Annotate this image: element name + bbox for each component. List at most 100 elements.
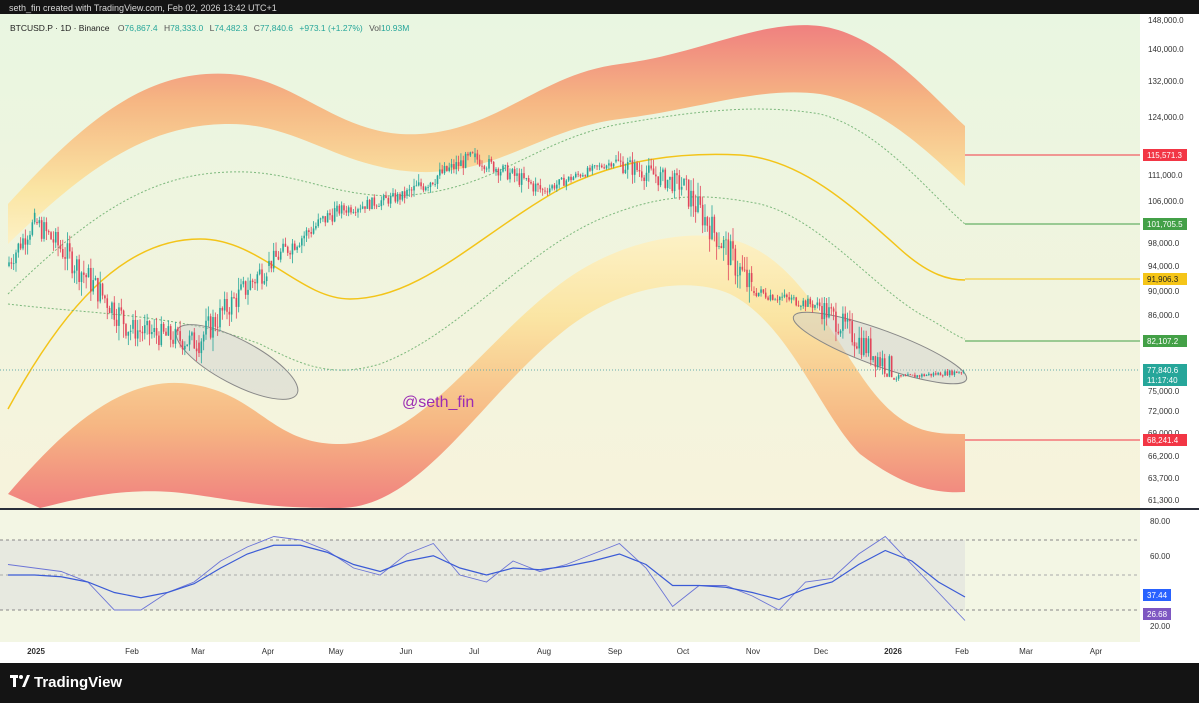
candle-body <box>286 246 289 253</box>
candle-body <box>336 205 338 212</box>
candle-body <box>10 262 13 264</box>
candle-body <box>429 182 432 188</box>
candle-body <box>560 177 563 180</box>
candle-body <box>315 226 317 229</box>
candle-body <box>198 342 200 354</box>
candle-body <box>221 307 224 311</box>
candle-body <box>596 165 598 167</box>
candle-body <box>265 276 268 282</box>
candle-body <box>254 281 256 284</box>
candle-body <box>90 267 92 292</box>
candle-body <box>195 348 198 352</box>
time-tick-label: Mar <box>191 647 205 656</box>
rsi-ma-line <box>8 544 966 601</box>
time-tick-label: May <box>328 647 343 656</box>
candle-body <box>720 246 723 249</box>
candle-body <box>960 372 963 374</box>
candle-body <box>36 222 38 224</box>
candle-body <box>73 270 76 274</box>
candle-body <box>605 165 608 169</box>
candle-body <box>914 374 916 378</box>
candle-body <box>746 269 748 288</box>
price-label-box <box>1143 273 1187 285</box>
candle-body <box>935 373 937 375</box>
chart-credit-text: seth_fin created with TradingView.com, F… <box>9 3 277 13</box>
candle-body <box>331 215 334 222</box>
candle-body <box>406 189 408 196</box>
candle-body <box>764 292 767 298</box>
candle-body <box>12 263 15 265</box>
candle-body <box>916 375 919 378</box>
candle-body <box>40 220 43 239</box>
chart-svg[interactable]: BTCUSD.P · 1D · Binance O76,867.4 H78,33… <box>0 14 1199 663</box>
price-tick-label: 132,000.0 <box>1148 77 1184 86</box>
candle-body <box>431 182 434 185</box>
candle-body <box>502 165 504 172</box>
candle-body <box>15 252 17 264</box>
candle-body <box>492 161 495 172</box>
candle-body <box>172 339 174 344</box>
candle-body <box>556 184 558 189</box>
candle-body <box>809 298 812 305</box>
candle-body <box>541 189 544 191</box>
candle-body <box>310 232 313 234</box>
time-tick-label: Feb <box>955 647 969 656</box>
candle-body <box>537 183 539 186</box>
candle-body <box>240 284 242 290</box>
legend-volume: 10.93M <box>381 23 409 33</box>
candle-body <box>380 200 383 207</box>
candle-body <box>869 338 872 361</box>
candle-body <box>577 173 579 175</box>
candle-body <box>373 197 376 206</box>
candle-body <box>633 162 636 175</box>
candle-body <box>8 262 10 266</box>
candle-body <box>694 206 697 213</box>
midline-ma <box>7 153 966 410</box>
rsi-label-box <box>1143 608 1171 620</box>
candle-body <box>893 378 895 380</box>
candle-body <box>476 153 479 160</box>
time-tick-label: Aug <box>537 647 551 656</box>
candle-body <box>495 168 497 172</box>
candle-body <box>704 217 706 226</box>
candle-body <box>844 313 847 322</box>
candle-body <box>99 283 102 302</box>
candle-body <box>881 358 884 367</box>
price-label-text: 82,107.2 <box>1147 337 1179 346</box>
candle-body <box>78 259 80 282</box>
rsi-tick-label: 80.00 <box>1150 517 1171 526</box>
candle-body <box>216 326 219 328</box>
candle-body <box>506 165 509 180</box>
candle-body <box>645 172 648 181</box>
candle-body <box>856 346 858 349</box>
candle-body <box>24 238 27 245</box>
upper-band <box>8 25 965 244</box>
candle-body <box>948 370 951 376</box>
candle-body <box>434 183 436 185</box>
candle-body <box>722 239 725 249</box>
candle-body <box>874 356 877 368</box>
legend-high: 78,333.0 <box>170 23 203 33</box>
candle-body <box>879 357 881 367</box>
candle-body <box>436 175 439 184</box>
time-tick-label: 2026 <box>884 647 902 656</box>
price-label-text: 77,840.6 <box>1147 366 1179 375</box>
candle-body <box>902 375 905 377</box>
candle-body <box>629 160 631 163</box>
candle-body <box>382 195 385 201</box>
price-tick-label: 72,000.0 <box>1148 407 1180 416</box>
candle-body <box>666 179 669 188</box>
price-tick-label: 148,000.0 <box>1148 16 1184 25</box>
candle-body <box>790 297 793 300</box>
candle-body <box>129 330 132 332</box>
candle-body <box>277 256 280 260</box>
candle-body <box>708 225 711 240</box>
candle-body <box>275 250 277 257</box>
candle-body <box>403 191 406 198</box>
candle-body <box>448 167 451 171</box>
chart-area[interactable]: BTCUSD.P · 1D · Binance O76,867.4 H78,33… <box>0 14 1199 663</box>
candle-body <box>534 183 537 192</box>
candle-body <box>823 303 826 320</box>
candle-body <box>918 375 921 377</box>
candle-body <box>127 331 130 336</box>
